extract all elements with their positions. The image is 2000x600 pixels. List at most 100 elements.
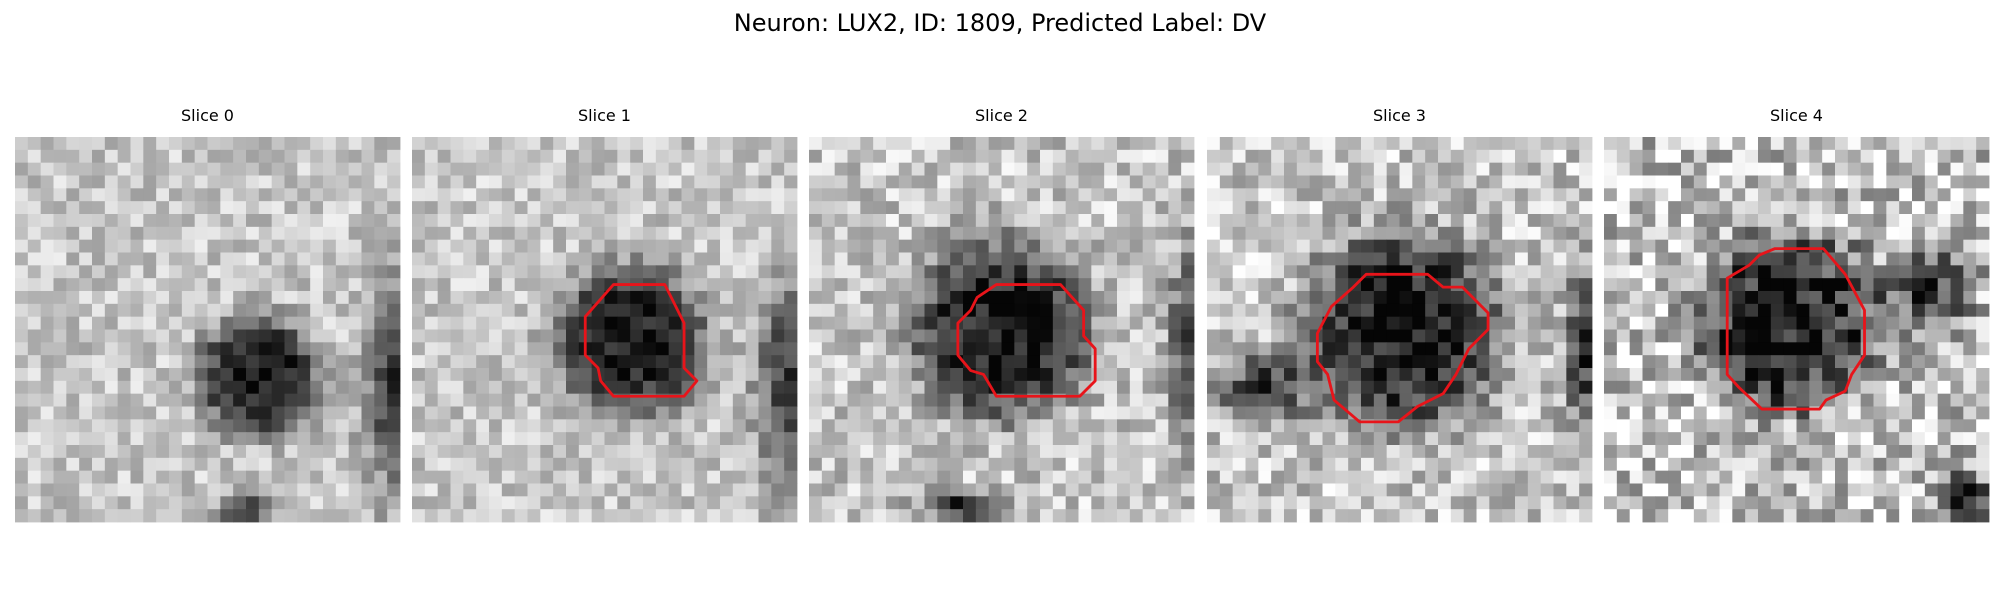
pixel: [374, 175, 388, 189]
pixel: [233, 214, 247, 228]
pixel: [476, 393, 490, 407]
pixel: [745, 445, 759, 459]
pixel: [758, 393, 772, 407]
pixel: [501, 239, 516, 253]
pixel: [1693, 329, 1708, 343]
pixel: [834, 265, 848, 279]
pixel: [1155, 201, 1169, 215]
pixel: [809, 291, 823, 305]
pixel: [1604, 201, 1618, 215]
pixel: [1963, 265, 1977, 279]
pixel: [1117, 380, 1131, 395]
pixel: [911, 226, 925, 241]
pixel: [975, 342, 990, 356]
pixel: [809, 137, 823, 151]
pixel: [1129, 201, 1144, 215]
pixel: [1770, 470, 1785, 484]
pixel: [886, 457, 900, 472]
pixel: [1540, 265, 1554, 279]
pixel: [834, 278, 848, 292]
pixel: [489, 355, 503, 369]
pixel: [1271, 214, 1285, 228]
pixel: [1745, 470, 1759, 484]
pixel: [963, 393, 977, 407]
pixel: [1219, 175, 1234, 189]
pixel: [40, 162, 54, 176]
pixel: [156, 175, 170, 189]
pixel: [668, 355, 682, 369]
pixel: [271, 149, 285, 164]
pixel: [1425, 214, 1439, 228]
pixel: [1425, 329, 1439, 343]
pixel: [1579, 457, 1593, 472]
pixel: [1527, 291, 1542, 305]
pixel: [1386, 483, 1400, 497]
pixel: [643, 188, 657, 202]
pixel: [821, 201, 836, 215]
pixel: [1963, 239, 1977, 253]
pixel: [1027, 265, 1041, 279]
pixel: [310, 252, 324, 266]
pixel: [1104, 380, 1118, 395]
pixel: [1129, 329, 1144, 343]
pixel: [323, 496, 337, 510]
pixel: [1796, 278, 1810, 292]
pixel: [1950, 393, 1964, 407]
pixel: [1450, 149, 1465, 164]
pixel: [1348, 457, 1362, 472]
pixel: [104, 496, 119, 510]
pixel: [1181, 188, 1195, 202]
pixel: [117, 149, 131, 164]
pixel: [527, 483, 541, 497]
pixel: [501, 316, 516, 330]
pixel: [412, 188, 426, 202]
pixel: [821, 393, 836, 407]
pixel: [258, 278, 273, 292]
pixel: [169, 226, 183, 241]
pixel: [1322, 457, 1336, 472]
pixel: [1065, 419, 1079, 433]
pixel: [514, 496, 528, 510]
pixel: [720, 445, 734, 459]
pixel: [860, 355, 874, 369]
pixel: [1129, 188, 1144, 202]
pixel: [873, 265, 887, 279]
pixel: [1719, 483, 1733, 497]
pixel: [873, 483, 887, 497]
pixel: [1207, 188, 1221, 202]
pixel: [1540, 162, 1554, 176]
pixel: [758, 226, 772, 241]
pixel: [1219, 149, 1234, 164]
pixel: [1693, 303, 1708, 318]
pixel: [1873, 175, 1887, 189]
pixel: [681, 239, 695, 253]
pixel: [1335, 342, 1349, 356]
pixel: [732, 470, 747, 484]
pixel: [911, 201, 925, 215]
pixel: [527, 278, 541, 292]
pixel: [361, 470, 375, 484]
pixel: [476, 509, 490, 523]
pixel: [271, 355, 285, 369]
pixel: [1258, 342, 1272, 356]
pixel: [1463, 393, 1477, 407]
pixel: [194, 239, 208, 253]
pixel: [643, 445, 657, 459]
pixel: [194, 137, 208, 151]
pixel: [143, 316, 157, 330]
pixel: [553, 137, 567, 151]
pixel: [1579, 509, 1593, 523]
pixel: [720, 137, 734, 151]
pixel: [1296, 329, 1311, 343]
pixel: [92, 419, 106, 433]
pixel: [1566, 457, 1580, 472]
pixel: [233, 303, 247, 318]
pixel: [258, 214, 273, 228]
pixel: [1476, 149, 1490, 164]
pixel: [1758, 175, 1772, 189]
pixel: [310, 368, 324, 382]
pixel: [1937, 175, 1951, 189]
pixel: [1450, 278, 1465, 292]
pixel: [1001, 329, 1015, 343]
pixel: [1322, 329, 1336, 343]
